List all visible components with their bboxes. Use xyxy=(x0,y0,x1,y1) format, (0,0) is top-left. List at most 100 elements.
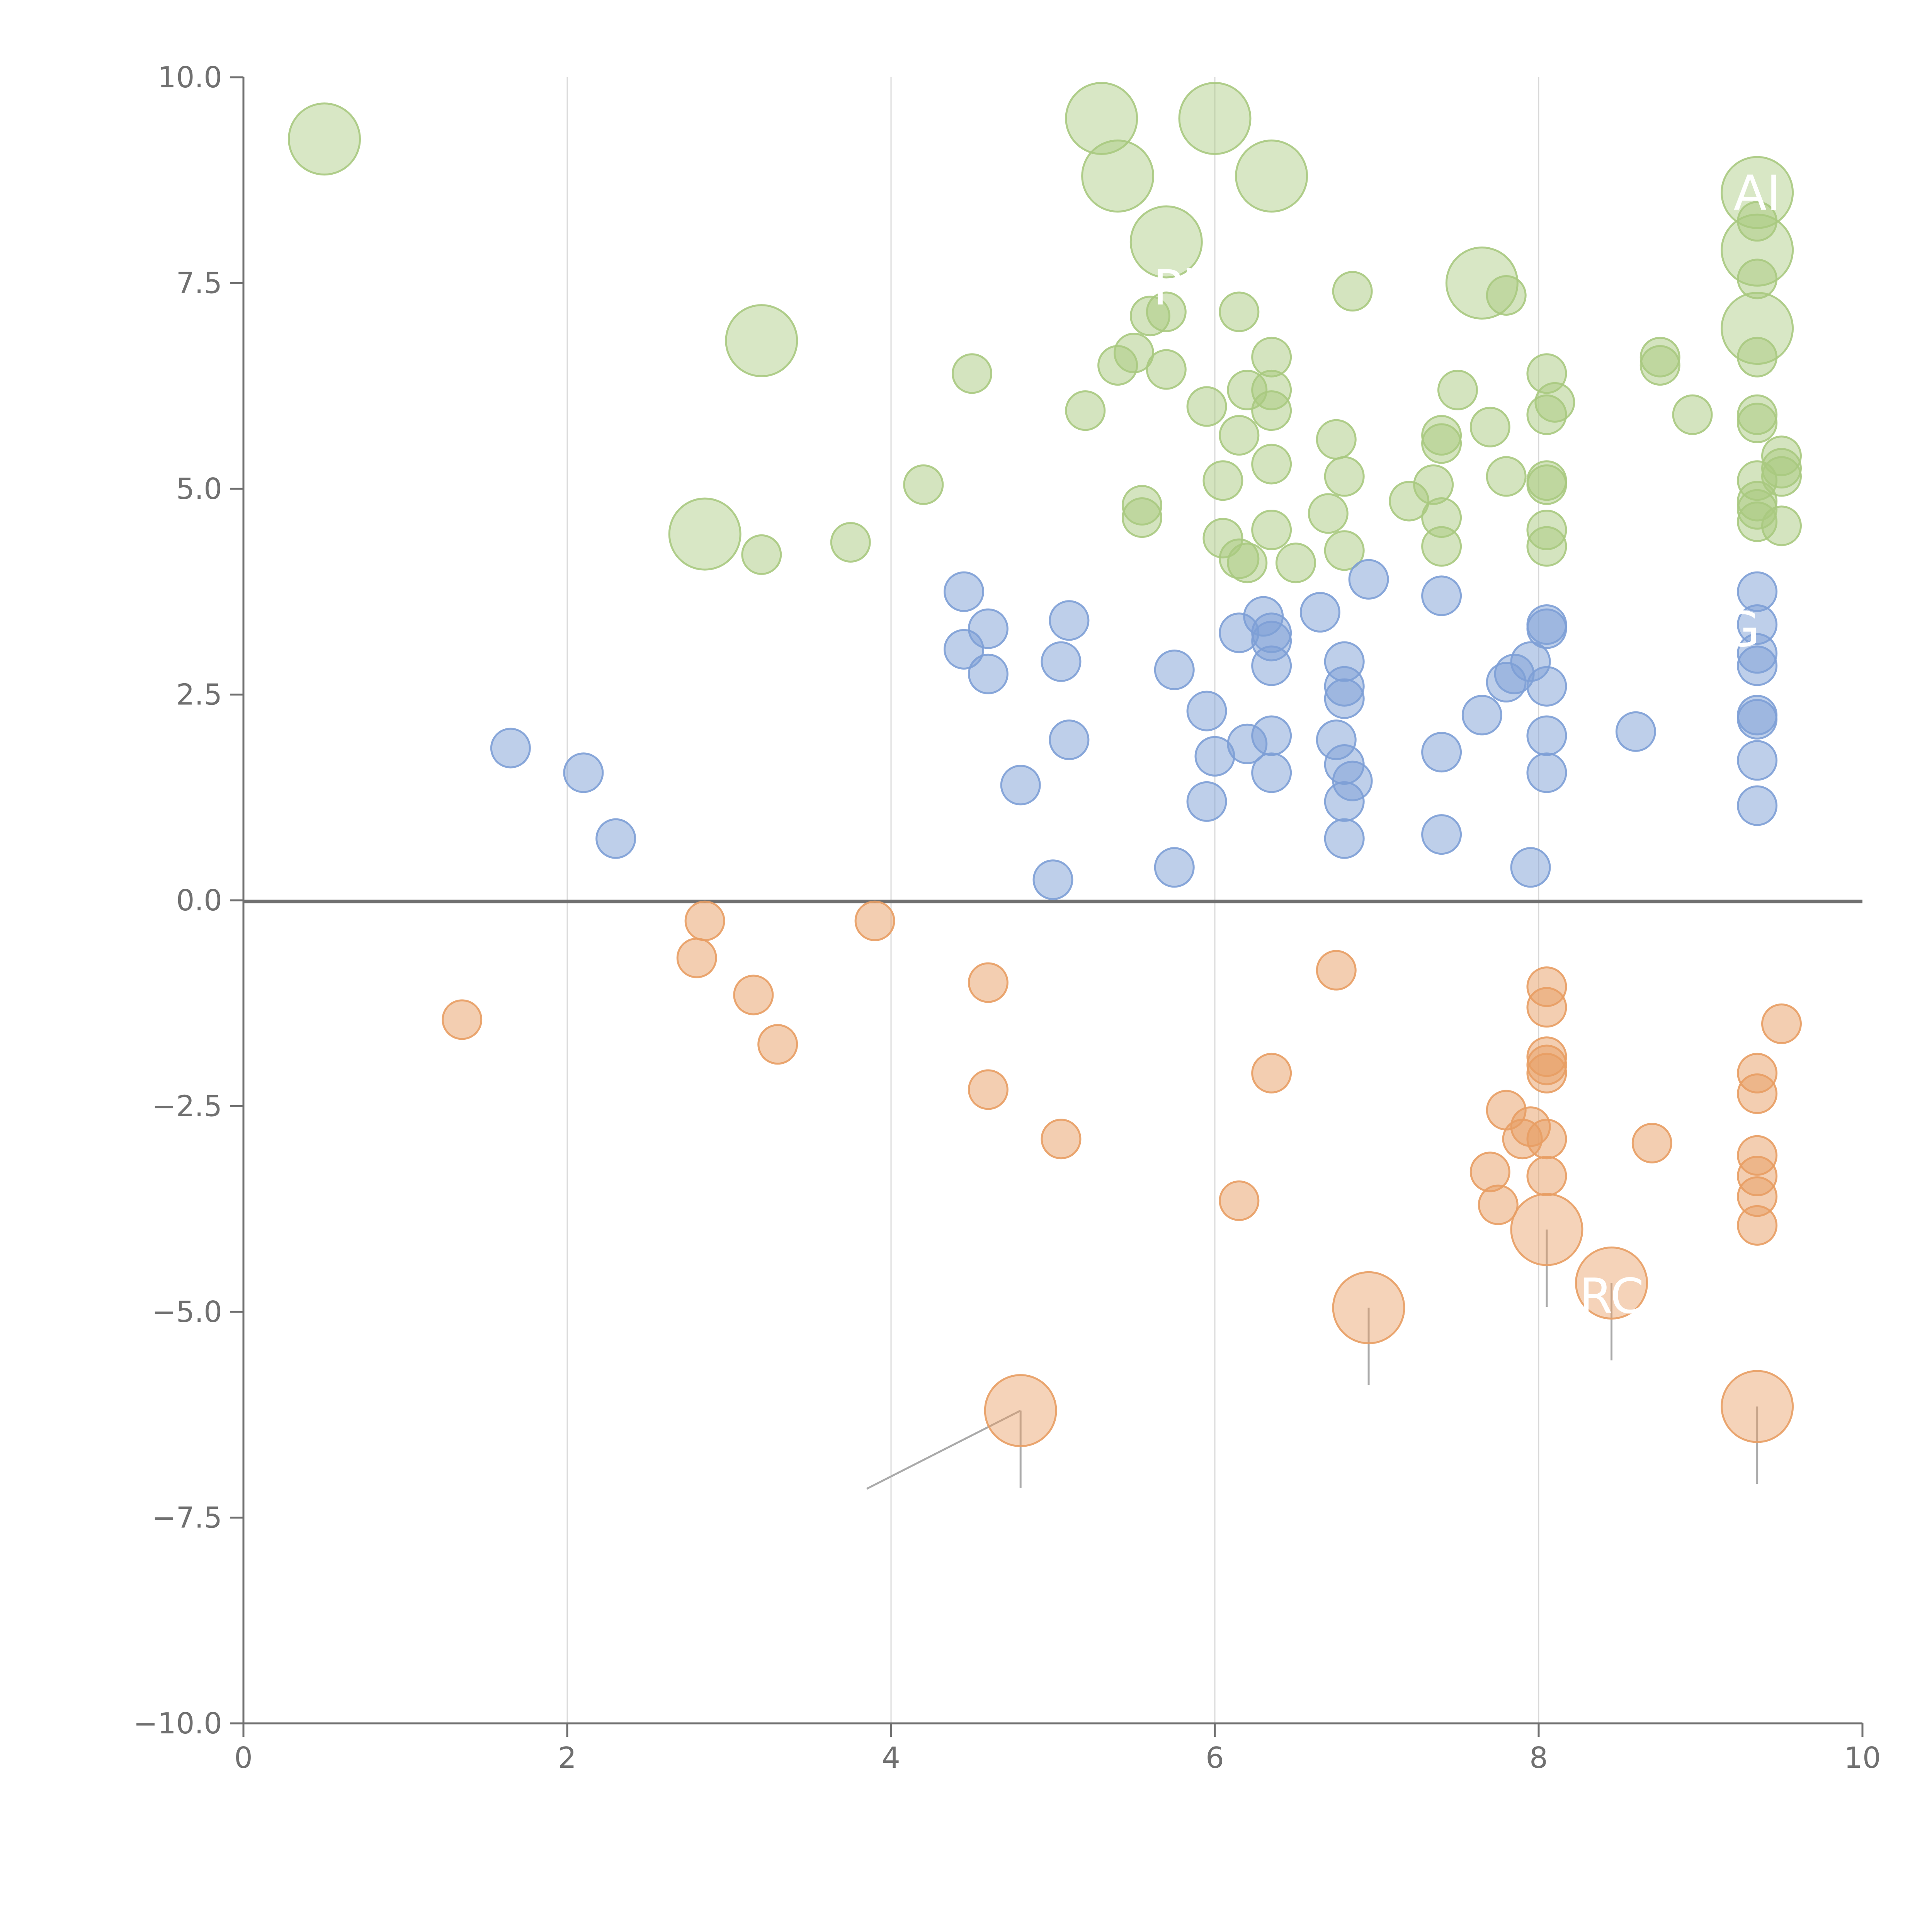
data-point xyxy=(1575,1246,1648,1320)
label-connector xyxy=(866,1410,1021,1490)
data-point xyxy=(1032,859,1073,900)
data-point xyxy=(1461,695,1502,736)
data-point xyxy=(1526,666,1567,707)
data-point xyxy=(1526,608,1567,649)
y-tick-label: 5.0 xyxy=(176,472,222,506)
data-point xyxy=(288,102,361,176)
data-point xyxy=(563,752,604,793)
data-point xyxy=(1526,715,1567,756)
data-point xyxy=(1276,543,1316,583)
x-tick-label: 8 xyxy=(1529,1741,1548,1775)
data-point xyxy=(684,900,725,941)
data-point xyxy=(668,497,742,571)
data-point xyxy=(1065,390,1106,431)
data-point xyxy=(1299,592,1340,633)
data-point xyxy=(676,937,717,978)
data-point xyxy=(1154,847,1195,888)
data-point xyxy=(1129,205,1203,279)
data-point xyxy=(1065,82,1138,155)
y-tick-label: −5.0 xyxy=(152,1295,222,1329)
data-point xyxy=(1526,394,1567,435)
y-tick-label: 7.5 xyxy=(176,266,222,300)
data-point xyxy=(968,1069,1009,1110)
data-point xyxy=(830,522,871,563)
data-point xyxy=(1227,543,1268,583)
data-point xyxy=(1121,497,1162,538)
data-point xyxy=(595,818,636,859)
data-point xyxy=(952,353,992,394)
data-point xyxy=(1469,406,1510,447)
data-point xyxy=(1486,456,1527,497)
y-tick-label: 10.0 xyxy=(158,60,222,94)
data-point xyxy=(984,1374,1057,1447)
data-point xyxy=(1737,740,1778,781)
point-label: G xyxy=(1722,602,1760,658)
data-point xyxy=(1721,1370,1794,1443)
data-point xyxy=(1348,559,1389,600)
data-point xyxy=(1186,690,1227,731)
data-point xyxy=(1737,645,1778,686)
data-point xyxy=(1332,271,1373,312)
data-point xyxy=(1324,818,1365,859)
data-point xyxy=(1219,1180,1260,1221)
data-point xyxy=(733,975,774,1015)
data-point xyxy=(1421,423,1462,464)
data-point xyxy=(1178,82,1252,155)
data-point xyxy=(442,999,483,1040)
data-point xyxy=(1737,1205,1778,1246)
data-point xyxy=(1761,1003,1802,1044)
data-point xyxy=(1332,1271,1405,1344)
data-point xyxy=(1478,1184,1519,1225)
data-point xyxy=(1631,1122,1672,1163)
data-point xyxy=(1219,415,1260,456)
data-point xyxy=(1486,275,1527,316)
data-point xyxy=(1251,510,1292,550)
x-tick-label: 6 xyxy=(1206,1741,1224,1775)
y-tick-label: 0.0 xyxy=(176,883,222,917)
data-point xyxy=(968,653,1009,694)
data-point xyxy=(1737,337,1778,378)
data-point xyxy=(1324,530,1365,571)
data-point xyxy=(1737,1073,1778,1114)
data-point xyxy=(1186,781,1227,822)
data-point xyxy=(1389,481,1430,522)
data-point xyxy=(1737,785,1778,826)
point-labels: AI RC Pl G xyxy=(1153,165,1781,1324)
x-tick-label: 2 xyxy=(558,1741,577,1775)
data-point xyxy=(1324,456,1365,497)
data-point xyxy=(944,571,985,612)
label-connectors xyxy=(866,1230,1759,1490)
data-point xyxy=(1421,526,1462,567)
data-point xyxy=(1202,460,1243,501)
data-point xyxy=(1041,1119,1082,1160)
data-point xyxy=(1000,765,1041,806)
data-point xyxy=(1526,464,1567,505)
data-point xyxy=(1251,390,1292,431)
data-point xyxy=(1737,403,1778,444)
point-label: Pl xyxy=(1153,260,1196,316)
data-point xyxy=(1251,752,1292,793)
data-point xyxy=(1097,345,1138,386)
data-point xyxy=(1235,139,1308,213)
data-point xyxy=(1324,678,1365,719)
data-point xyxy=(1761,505,1802,546)
tick-marks: 0 2 4 6 8 10 10.0 7.5 5.0 2.5 0.0 −2.5 −5.0 −7.5 −10.0 xyxy=(133,60,1881,1775)
data-point xyxy=(1526,752,1567,793)
y-tick-label: −2.5 xyxy=(152,1089,222,1123)
point-label: RC xyxy=(1579,1268,1644,1324)
data-points xyxy=(288,82,1802,1447)
data-point xyxy=(1251,1053,1292,1094)
data-point xyxy=(1737,699,1778,740)
data-point xyxy=(1526,526,1567,567)
data-point xyxy=(944,629,985,670)
data-point xyxy=(741,534,782,575)
y-tick-label: −7.5 xyxy=(152,1501,222,1535)
point-label: AI xyxy=(1733,165,1781,221)
data-point xyxy=(1526,987,1567,1028)
data-point xyxy=(1639,345,1680,386)
data-point xyxy=(1421,732,1462,773)
data-point xyxy=(1146,291,1187,332)
data-point xyxy=(1510,1193,1583,1266)
data-point xyxy=(1526,1053,1567,1094)
data-point xyxy=(1308,493,1349,534)
